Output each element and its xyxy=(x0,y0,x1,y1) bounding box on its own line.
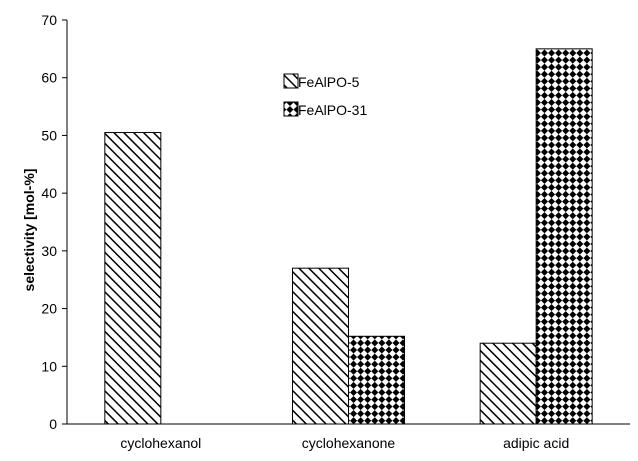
y-tick-label: 70 xyxy=(41,12,57,28)
y-tick-label: 60 xyxy=(41,70,57,86)
y-axis-title: selectivity [mol-%] xyxy=(21,169,37,292)
legend-swatch-feal-po-5 xyxy=(283,73,299,89)
legend-label-feal-po-31: FeAlPO-31 xyxy=(298,102,367,118)
bar-fealpo-5-cyclohexanol xyxy=(104,132,162,425)
bar-fealpo-5-adipic-acid xyxy=(479,342,537,425)
y-axis-ticks: 0 10 20 30 40 50 60 70 xyxy=(41,12,67,432)
legend-swatch-feal-po-31 xyxy=(283,101,299,117)
bar-fealpo-31-adipic-acid xyxy=(535,48,593,425)
bars xyxy=(104,48,593,425)
legend-label-feal-po-5: FeAlPO-5 xyxy=(298,74,360,90)
y-tick-label: 30 xyxy=(41,243,57,259)
x-tick-label: adipic acid xyxy=(503,435,569,451)
y-tick-label: 20 xyxy=(41,301,57,317)
y-tick-label: 40 xyxy=(41,185,57,201)
x-axis-labels: cyclohexanol cyclohexanone adipic acid xyxy=(120,435,569,451)
bar-fealpo-31-cyclohexanone xyxy=(348,335,405,425)
y-tick-label: 10 xyxy=(41,358,57,374)
y-tick-label: 0 xyxy=(49,416,57,432)
legend: FeAlPO-5 FeAlPO-31 xyxy=(283,73,367,118)
x-tick-label: cyclohexanone xyxy=(302,435,396,451)
x-tick-label: cyclohexanol xyxy=(120,435,201,451)
y-tick-label: 50 xyxy=(41,127,57,143)
bar-fealpo-5-cyclohexanone xyxy=(292,267,349,425)
